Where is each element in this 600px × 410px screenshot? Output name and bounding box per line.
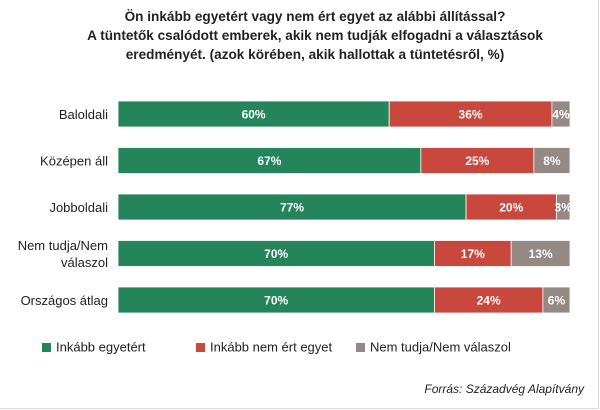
- bar-segment: [433, 286, 544, 314]
- category-label: válaszol: [61, 255, 108, 270]
- data-label: 24%: [477, 294, 501, 308]
- chart-title-line-1: Ön inkább egyetért vagy nem ért egyet az…: [124, 9, 506, 24]
- data-label: 4%: [552, 108, 570, 122]
- bar-segment: [542, 286, 571, 314]
- data-label: 70%: [264, 247, 288, 261]
- category-label: Középen áll: [40, 154, 108, 169]
- bar-segment: [465, 193, 557, 221]
- data-label: 3%: [555, 201, 573, 215]
- data-label: 77%: [280, 201, 304, 215]
- legend-label: Inkább nem ért egyet: [210, 340, 333, 355]
- category-label: Országos átlag: [21, 293, 108, 308]
- data-label: 8%: [543, 154, 561, 168]
- source-note: Forrás: Századvég Alapítvány: [424, 382, 584, 396]
- bar-segment: [117, 193, 467, 221]
- legend-swatch: [196, 343, 205, 352]
- bar-segment: [433, 240, 512, 267]
- data-label: 25%: [465, 154, 489, 168]
- data-label: 17%: [461, 247, 485, 261]
- bar-segment: [510, 240, 571, 267]
- legend-label: Nem tudja/Nem válaszol: [370, 340, 511, 355]
- category-label: Jobboldali: [49, 200, 108, 215]
- category-label: Nem tudja/Nem: [18, 238, 108, 253]
- data-label: 70%: [264, 294, 288, 308]
- bar-segment: [533, 147, 571, 174]
- bar-segment: [551, 100, 571, 128]
- data-label: 36%: [459, 108, 483, 122]
- data-label: 13%: [529, 247, 553, 261]
- chart-title-line-2: A tüntetők csalódott emberek, akik nem t…: [87, 28, 543, 43]
- chart-title: Ön inkább egyetért vagy nem ért egyet az…: [30, 7, 600, 64]
- bar-segment: [117, 240, 435, 267]
- data-label: 6%: [548, 294, 566, 308]
- legend-swatch: [42, 343, 51, 352]
- bar-segment: [117, 100, 390, 128]
- data-label: 67%: [257, 154, 281, 168]
- bar-segment: [556, 193, 571, 221]
- legend-swatch: [356, 343, 365, 352]
- data-label: 60%: [242, 108, 266, 122]
- category-label: Baloldali: [59, 107, 108, 122]
- data-label: 20%: [499, 201, 523, 215]
- stacked-bar-chart: Baloldali 60% 36% 4% Középen áll 67% 25% 8% Jobb…: [18, 100, 573, 355]
- legend-label: Inkább egyetért: [56, 340, 146, 355]
- bar-segment: [117, 286, 435, 314]
- bar-segment: [420, 147, 535, 174]
- bar-segment: [117, 147, 422, 174]
- chart-title-line-3: eredményét. (azok körében, akik hallotta…: [125, 47, 505, 62]
